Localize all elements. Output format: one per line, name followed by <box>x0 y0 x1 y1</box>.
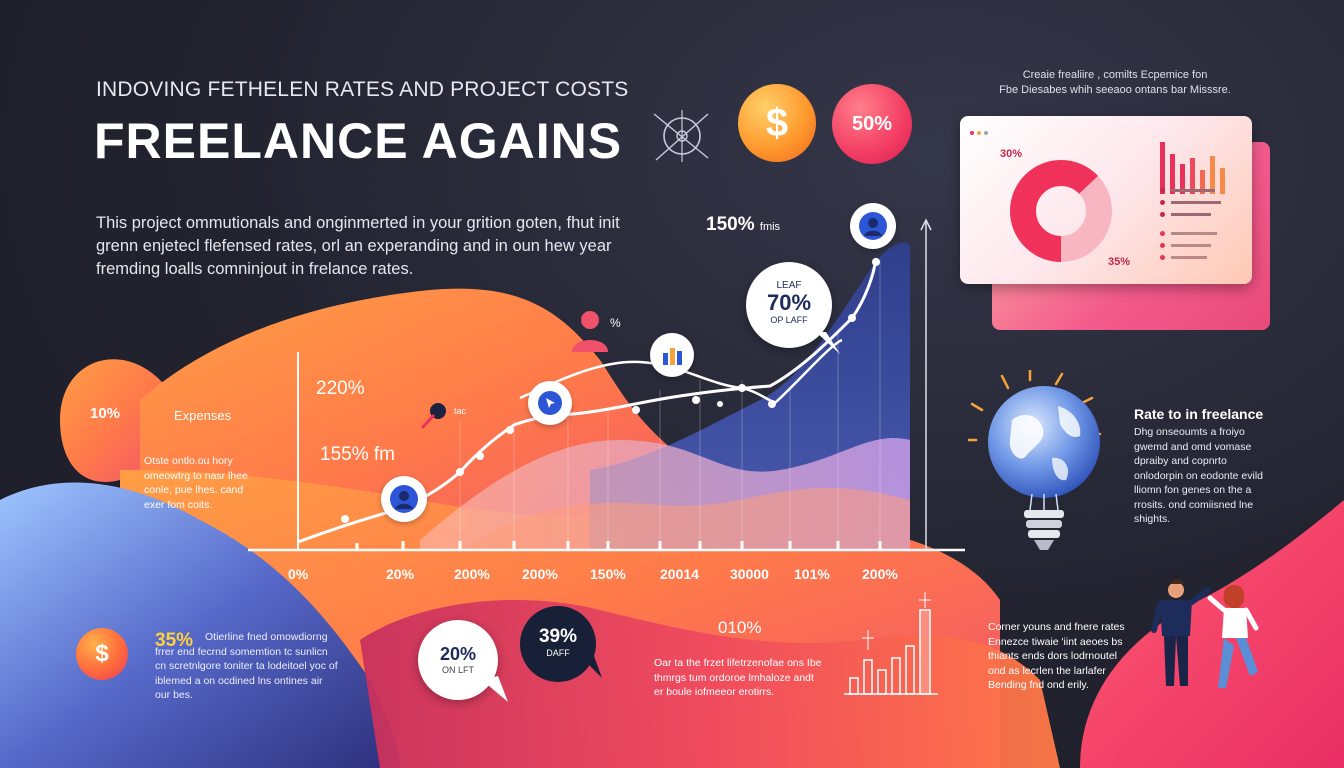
person-icon <box>572 311 608 352</box>
user-icon <box>390 485 418 513</box>
peak-value: 150% <box>706 214 755 235</box>
person-percent: % <box>610 316 621 330</box>
bubble-20-value: 20% <box>439 644 477 664</box>
bubble-39-value: 39% <box>538 626 578 647</box>
top-right-note: Creaie frealiire , comilts Ecpemice fon … <box>990 68 1240 97</box>
bottom-left-text: Otierline fned omowdiorng frrer end fecr… <box>155 631 338 701</box>
x-tick-label: 101% <box>794 566 830 582</box>
bar-icon-bubble <box>650 333 694 377</box>
bubble-39: 39% DAFF <box>520 606 596 682</box>
bottom-center-percent: 010% <box>718 618 762 637</box>
x-axis-ticks <box>355 541 882 551</box>
page-subtitle: INDOVING FETHELEN RATES AND PROJECT COST… <box>96 78 629 101</box>
donut-label-top: 30% <box>1000 148 1023 160</box>
bottom-center-text: Oar ta the frzet lifetrzenofae ons Ibe t… <box>654 657 822 698</box>
bar-chart-icon <box>663 348 682 365</box>
avatar-bottom <box>381 476 427 522</box>
people-illustration <box>1151 579 1259 688</box>
callout-70-tail <box>816 332 840 354</box>
callout-70-value: 70% <box>766 290 812 315</box>
globe-bulb-icon <box>968 370 1102 550</box>
bubble-20: 20% ON LFT <box>418 620 498 700</box>
window-dots <box>970 122 988 140</box>
page-title: FREELANCE AGAINS <box>94 113 623 169</box>
compass-icon <box>653 110 709 162</box>
peak-unit: fmis <box>759 221 781 233</box>
bubble-39-sub: DAFF <box>546 648 570 658</box>
left-heading: Expenses <box>174 408 232 423</box>
intro-paragraph: This project ommutionals and onginmerted… <box>96 214 620 278</box>
bubble-20-sub: ON LFT <box>441 665 474 675</box>
label-220: 220% <box>316 378 365 399</box>
right-heading: Rate to in freelance <box>1134 406 1264 422</box>
left-text: Otste ontlo.ou hory omeowtrg to nasr lhe… <box>144 455 248 511</box>
trend-points <box>341 258 880 523</box>
top-right-note-line2: Fbe Diesabes whih seeaoo ontans bar Miss… <box>999 83 1231 96</box>
x-tick-label: 0% <box>288 566 309 582</box>
pin-icon <box>420 403 446 430</box>
pin-tag: tac <box>454 406 467 416</box>
cursor-icon-bubble <box>528 381 572 425</box>
x-tick-label: 200% <box>522 566 558 582</box>
x-tick-label: 30000 <box>730 566 769 582</box>
grid-lines <box>459 260 881 548</box>
x-tick-label: 20014 <box>660 566 699 582</box>
label-155: 155% fm <box>320 444 395 465</box>
mini-growth-bars <box>844 592 938 695</box>
x-tick-label: 150% <box>590 566 626 582</box>
donut-chart <box>1010 160 1112 262</box>
avatar-top <box>850 203 896 249</box>
callout-70-top: LEAF <box>776 280 802 291</box>
x-tick-label: 200% <box>862 566 898 582</box>
bottom-right-text: Corner youns and fnere rates Ennezce tiw… <box>988 621 1125 691</box>
top-right-note-line1: Creaie frealiire , comilts Ecpemice fon <box>1022 69 1208 81</box>
callout-70: LEAF 70% OP LAFF <box>746 262 832 348</box>
mini-bar-chart <box>1160 142 1225 194</box>
percent-badge: 50% <box>832 84 912 164</box>
bubble-39-tail <box>580 656 602 678</box>
bubble-20-tail <box>482 676 508 702</box>
dollar-coin: $ <box>76 628 128 680</box>
pointer-icon <box>538 391 562 415</box>
callout-70-bottom: OP LAFF <box>770 315 808 325</box>
dollar-badge: $ <box>738 84 816 162</box>
legend-list <box>1160 188 1221 260</box>
left-percent: 10% <box>90 405 121 422</box>
x-tick-label: 200% <box>454 566 490 582</box>
user-icon <box>859 212 887 240</box>
right-text: Dhg onseoumts a froiyo gwemd and omd vom… <box>1134 426 1264 525</box>
bottom-left-percent: 35% <box>155 630 194 651</box>
x-tick-label: 20% <box>386 566 415 582</box>
trend-line-secondary <box>519 338 843 404</box>
dashboard-card: 30% 35% <box>960 116 1252 284</box>
donut-label-bottom: 35% <box>1108 256 1131 268</box>
peak-label: 150% fmis <box>706 214 780 236</box>
